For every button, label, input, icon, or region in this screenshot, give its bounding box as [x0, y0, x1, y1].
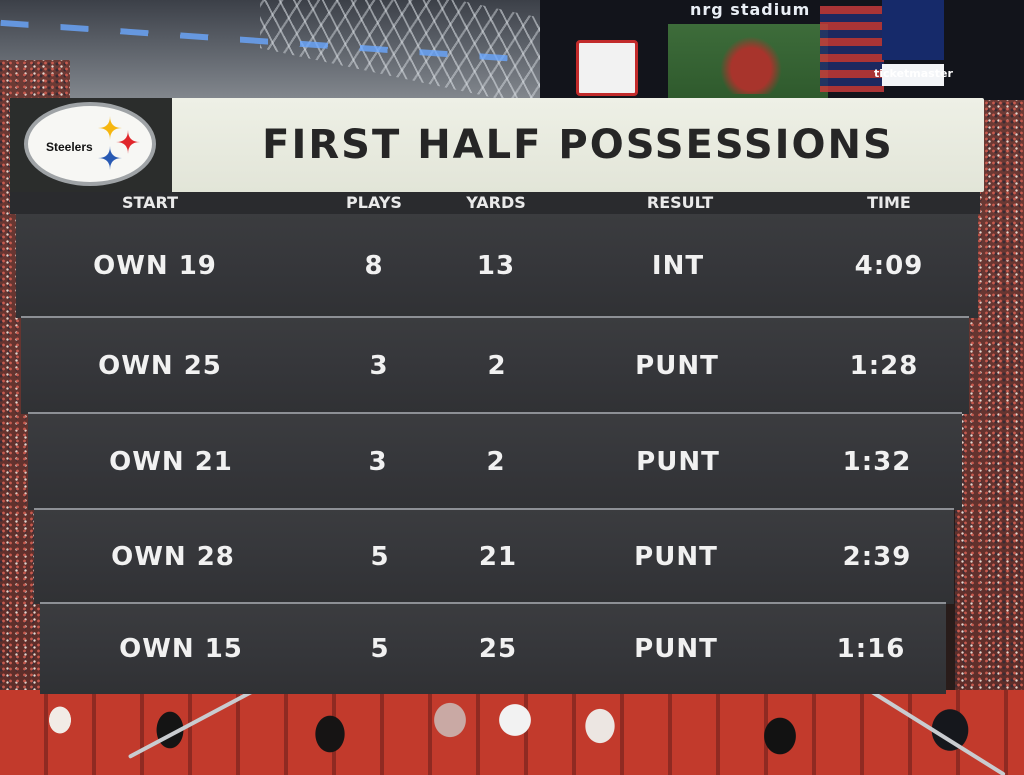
- row-result: PUNT: [635, 351, 719, 381]
- team-logo-panel: Steelers: [10, 98, 172, 192]
- header-time: TIME: [867, 193, 911, 212]
- row-time: 1:28: [849, 351, 919, 381]
- column-header-bar: [10, 192, 980, 214]
- logo-wordmark: Steelers: [46, 140, 93, 154]
- hypocycloid-yellow: [98, 116, 122, 140]
- row-result: PUNT: [636, 447, 720, 477]
- distant-board-sponsor: [882, 0, 944, 86]
- header-yards: YARDS: [466, 193, 526, 212]
- row-start: OWN 19: [93, 251, 217, 281]
- row-result: INT: [651, 251, 705, 281]
- board-title: FIRST HALF POSSESSIONS: [262, 122, 894, 168]
- table-row: OWN 21 3 2 PUNT 1:32: [28, 412, 962, 510]
- possessions-board: Steelers FIRST HALF POSSESSIONS START PL…: [6, 96, 986, 696]
- header-plays: PLAYS: [346, 193, 402, 212]
- row-plays: 8: [364, 251, 384, 281]
- hypocycloids-icon: [98, 116, 140, 170]
- row-plays: 5: [370, 634, 390, 664]
- hypocycloid-blue: [98, 146, 122, 170]
- header-start: START: [121, 193, 179, 212]
- distant-board-panel: [576, 40, 638, 96]
- row-plays: 5: [370, 542, 390, 572]
- row-plays: 3: [369, 351, 389, 381]
- row-plays: 3: [368, 447, 388, 477]
- distant-board-ads: [820, 6, 884, 92]
- row-time: 4:09: [854, 251, 924, 281]
- row-start: OWN 21: [109, 447, 233, 477]
- table-row: OWN 15 5 25 PUNT 1:16: [40, 602, 946, 694]
- hypocycloid-red: [116, 130, 140, 154]
- row-yards: 2: [486, 447, 506, 477]
- crowd-foreground: [0, 690, 1024, 775]
- row-result: PUNT: [634, 542, 718, 572]
- table-row: OWN 28 5 21 PUNT 2:39: [34, 508, 954, 604]
- row-yards: 2: [487, 351, 507, 381]
- distant-jumbotron-video: [668, 24, 828, 98]
- row-time: 2:39: [842, 542, 912, 572]
- table-row: OWN 25 3 2 PUNT 1:28: [21, 316, 969, 414]
- row-result: PUNT: [634, 634, 718, 664]
- row-yards: 21: [478, 542, 518, 572]
- distant-board-brand: nrg stadium: [690, 0, 811, 19]
- row-start: OWN 28: [111, 542, 235, 572]
- row-start: OWN 25: [98, 351, 222, 381]
- row-time: 1:16: [836, 634, 906, 664]
- header-result: RESULT: [646, 193, 714, 212]
- board-header: Steelers FIRST HALF POSSESSIONS: [10, 98, 984, 192]
- row-yards: 13: [476, 251, 516, 281]
- row-yards: 25: [478, 634, 518, 664]
- row-time: 1:32: [842, 447, 912, 477]
- distant-board-ticket-ad: ticketmaster: [874, 67, 953, 80]
- steelers-logo: Steelers: [24, 102, 156, 186]
- row-start: OWN 15: [119, 634, 243, 664]
- table-row: OWN 19 8 13 INT 4:09: [16, 214, 978, 318]
